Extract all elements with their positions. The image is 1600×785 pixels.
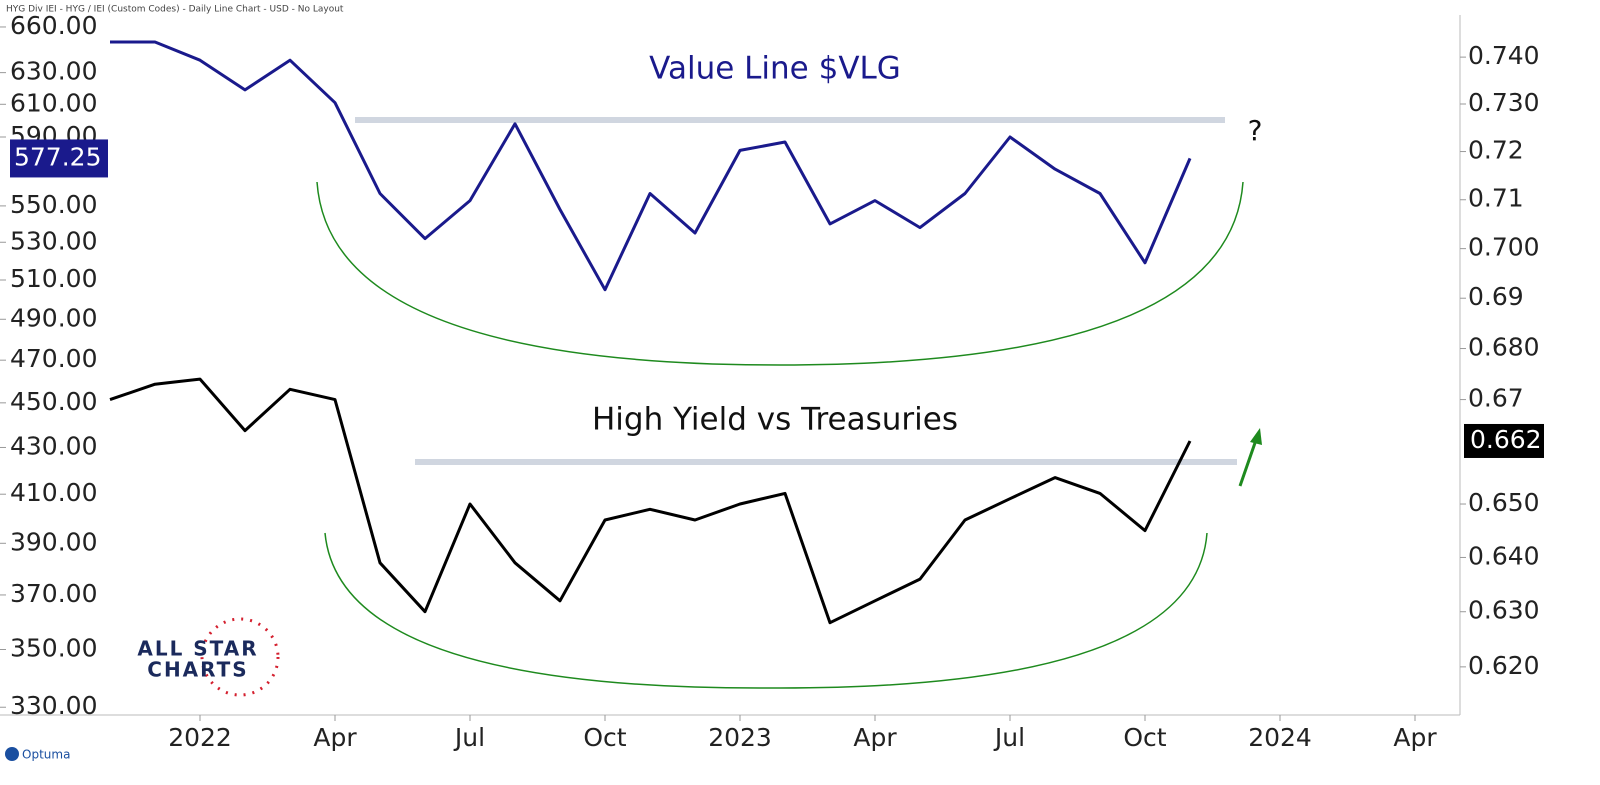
y2-tick-label: 0.740 bbox=[1468, 41, 1540, 70]
last-value-label: 0.662 bbox=[1470, 425, 1542, 454]
brand-icon bbox=[5, 747, 19, 761]
y2-tick-label: 0.640 bbox=[1468, 541, 1540, 570]
y-tick-label: 450.00 bbox=[10, 387, 97, 416]
x-tick-label: Apr bbox=[853, 723, 897, 752]
y-tick-label: 530.00 bbox=[10, 226, 97, 255]
annotation: ? bbox=[1248, 114, 1263, 147]
y-tick-label: 350.00 bbox=[10, 633, 97, 662]
y-tick-label: 370.00 bbox=[10, 579, 97, 608]
y2-tick-label: 0.730 bbox=[1468, 88, 1540, 117]
resistance-band bbox=[355, 117, 1225, 123]
x-tick-label: Oct bbox=[583, 723, 626, 752]
logo-text: CHARTS bbox=[147, 658, 248, 682]
x-tick-label: Jul bbox=[453, 723, 485, 752]
y-tick-label: 430.00 bbox=[10, 431, 97, 460]
annotation: Value Line $VLG bbox=[649, 51, 901, 87]
chart-header: HYG Div IEI - HYG / IEI (Custom Codes) -… bbox=[6, 5, 344, 15]
line-series bbox=[109, 377, 1192, 625]
y2-tick-label: 0.650 bbox=[1468, 488, 1540, 517]
last-value-box bbox=[10, 139, 108, 178]
x-tick-label: 2024 bbox=[1248, 723, 1312, 752]
x-tick-label: Apr bbox=[313, 723, 357, 752]
x-tick-label: 2022 bbox=[168, 723, 232, 752]
x-tick-label: 2023 bbox=[708, 723, 772, 752]
x-tick-label: Jul bbox=[993, 723, 1025, 752]
y-tick-label: 330.00 bbox=[10, 691, 97, 720]
last-value-label: 577.25 bbox=[14, 142, 101, 171]
y-tick-label: 470.00 bbox=[10, 344, 97, 373]
y2-tick-label: 0.71 bbox=[1468, 184, 1524, 213]
x-tick-label: Apr bbox=[1393, 723, 1437, 752]
y2-tick-label: 0.69 bbox=[1468, 282, 1524, 311]
logo-text: ALL STAR bbox=[137, 637, 258, 661]
y2-tick-label: 0.620 bbox=[1468, 651, 1540, 680]
cup-arc bbox=[324, 532, 1208, 689]
annotation: High Yield vs Treasuries bbox=[592, 402, 958, 438]
last-value-box bbox=[1464, 423, 1544, 458]
x-tick-label: Oct bbox=[1123, 723, 1166, 752]
y-tick-label: 390.00 bbox=[10, 527, 97, 556]
y2-tick-label: 0.72 bbox=[1468, 136, 1524, 165]
line-series bbox=[110, 40, 1192, 292]
logo: ALL STAR CHARTS bbox=[137, 617, 280, 697]
y2-tick-label: 0.700 bbox=[1468, 233, 1540, 262]
y2-tick-label: 0.630 bbox=[1468, 596, 1540, 625]
y-tick-label: 550.00 bbox=[10, 190, 97, 219]
cup-arc bbox=[316, 181, 1244, 366]
y2-tick-label: 0.680 bbox=[1468, 333, 1540, 362]
y-tick-label: 510.00 bbox=[10, 264, 97, 293]
resistance-band bbox=[415, 459, 1237, 465]
y-tick-label: 610.00 bbox=[10, 88, 97, 117]
y-tick-label: 410.00 bbox=[10, 478, 97, 507]
y-tick-label: 630.00 bbox=[10, 57, 97, 86]
y-tick-label: 660.00 bbox=[10, 11, 97, 40]
y-tick-label: 490.00 bbox=[10, 303, 97, 332]
brand: Optuma bbox=[22, 748, 70, 762]
arrow bbox=[1238, 428, 1262, 487]
y2-tick-label: 0.67 bbox=[1468, 384, 1524, 413]
